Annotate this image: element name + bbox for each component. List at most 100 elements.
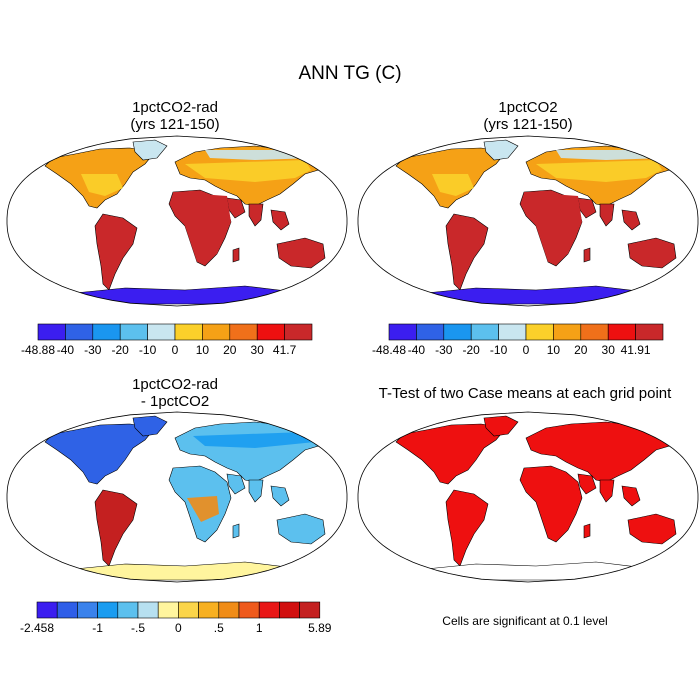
colorbar-3-label: 1 [256,621,263,635]
colorbar-3-box [238,601,260,619]
colorbar-3-box [117,601,139,619]
colorbar-1-label: 20 [223,343,237,357]
colorbar-1-label: 10 [196,343,210,357]
colorbar-2-label: -30 [435,343,453,357]
land-southAmerica [94,213,138,291]
panel-3-title: 1pctCO2-rad - 1pctCO2 [25,376,325,410]
band-amazon [105,506,129,534]
colorbar-2-box [635,323,664,341]
colorbar-2-box [388,323,417,341]
panel-2-title-line2: (yrs 121-150) [483,116,573,133]
land-greenland [483,139,519,161]
land-arabia [577,473,597,495]
colorbar-3-box [97,601,119,619]
band-eurasia-mid [536,160,662,182]
colorbar-3-label: -.5 [131,621,145,635]
map-panel-1pctco2 [357,135,699,307]
land-seAsia [621,485,641,507]
colorbar-3-box [36,601,58,619]
colorbar-2-box [498,323,527,341]
land-europeAsia [525,421,677,483]
land-southAmerica [445,213,489,291]
land-africa [519,465,583,543]
map-panel-ttest [357,411,699,583]
land-arabia [226,473,246,495]
land-india [599,479,615,503]
panel-3-title-line2: - 1pctCO2 [140,393,210,410]
colorbar-2-label: -40 [408,343,426,357]
colorbar-panel-1: -48.88 -40 -30 -20 -10 0 10 20 30 41.7 [21,323,313,357]
colorbar-3-box [77,601,98,619]
colorbar-1-label: 0 [172,343,179,357]
colorbar-2-label: 20 [574,343,588,357]
colorbar-1-box [284,323,313,341]
land-madagascar [232,523,240,539]
map-outline [6,135,348,307]
colorbar-1-label: 41.7 [273,343,297,357]
band-na-mid [432,174,474,196]
colorbar-2-label: 41.91 [621,343,651,357]
panel-1-title-line1: 1pctCO2-rad [132,99,218,116]
land-seAsia [621,209,641,231]
land-seAsia [270,209,290,231]
colorbar-3-box [279,601,300,619]
colorbar-3-box [56,601,78,619]
band-eurasia-mid [185,160,311,182]
colorbar-3-label: -1 [92,621,103,635]
colorbar-2-label: -48.48 [372,343,406,357]
map-panel-1pctco2-rad [6,135,348,307]
significance-note: Cells are significant at 0.1 level [442,614,608,628]
colorbar-2-label: -10 [490,343,508,357]
colorbar-3-box [198,601,220,619]
colorbar-panel-3: -2.458 -1 -.5 0 .5 1 5.89 [20,601,332,635]
land-greenland [483,415,519,437]
colorbar-2-label: 0 [523,343,530,357]
colorbar-3-label: 0 [175,621,182,635]
land-madagascar [583,247,591,263]
panel-1-title-line2: (yrs 121-150) [130,116,220,133]
panel-2-title: 1pctCO2 (yrs 121-150) [378,99,678,133]
colorbar-1-label: -30 [84,343,102,357]
figure-title: ANN TG (C) [298,63,402,84]
panel-4-title: T-Test of two Case means at each grid po… [355,385,695,402]
land-madagascar [232,247,240,263]
band-africa-warm [187,496,219,522]
colorbar-2-box [607,323,636,341]
map-outline [6,411,348,583]
colorbar-1-label: -10 [139,343,157,357]
land-australia [276,237,326,269]
band-africa [524,192,582,262]
land-seAsia [270,485,290,507]
colorbar-2-label: -20 [463,343,481,357]
panel-1-title: 1pctCO2-rad (yrs 121-150) [25,99,325,133]
land-australia [627,513,677,545]
colorbar-3-box [218,601,240,619]
land-greenland [132,139,168,161]
colorbar-2-label: 30 [602,343,616,357]
panel-4-title-line1: T-Test of two Case means at each grid po… [378,385,672,402]
colorbar-panel-2: -48.48 -40 -30 -20 -10 0 10 20 30 41.91 [372,323,664,357]
band-na-mid [81,174,123,196]
colorbar-3-box [157,601,179,619]
colorbar-3-box [258,601,280,619]
land-india [248,479,264,503]
land-australia [276,513,326,545]
colorbar-3-label: .5 [214,621,224,635]
land-australia [627,237,677,269]
band-eurasia-cool [193,432,315,448]
colorbar-3-label: -2.458 [20,621,54,635]
map-panel-difference [6,411,348,583]
colorbar-1-label: -48.88 [21,343,55,357]
colorbar-3-box [137,601,159,619]
colorbar-3-label: 5.89 [308,621,332,635]
land-southAmerica [445,489,489,567]
panel-2-title-line1: 1pctCO2 [498,99,558,116]
colorbar-1-label: 30 [251,343,265,357]
colorbar-3-box [299,601,321,619]
colorbar-2-label: 10 [547,343,561,357]
colorbar-2-box [470,323,499,341]
land-greenland [132,415,168,437]
band-africa [173,192,231,262]
colorbar-2-box [525,323,554,341]
land-madagascar [583,523,591,539]
